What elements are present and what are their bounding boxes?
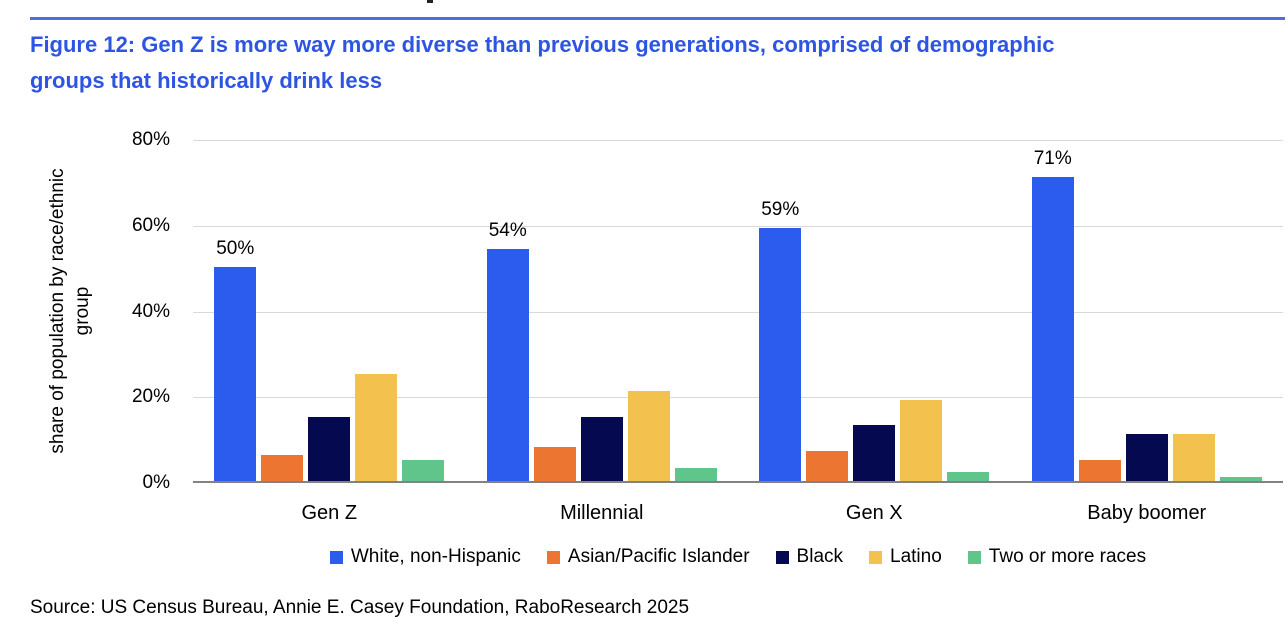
legend-swatch-icon bbox=[869, 550, 883, 564]
legend-item-Black: Black bbox=[775, 546, 844, 568]
legend-label: Black bbox=[796, 546, 844, 567]
bar-Millennial-White, non-Hispanic: 54% bbox=[486, 220, 529, 481]
gridline-60% bbox=[193, 225, 1283, 227]
x-axis-label-Gen Z: Gen Z bbox=[301, 502, 358, 524]
y-tick-label-60%: 60% bbox=[131, 214, 170, 236]
x-axis-labels: Gen Z Millennial Gen X Baby boomer bbox=[193, 502, 1283, 525]
bar-Gen X-Latino bbox=[900, 399, 943, 481]
gridline-80% bbox=[193, 140, 1283, 141]
legend-item-Asian/Pacific Islander: Asian/Pacific Islander bbox=[546, 546, 750, 568]
bar-value-label-Gen X: 59% bbox=[761, 199, 800, 221]
legend-label: White, non-Hispanic bbox=[350, 546, 521, 567]
legend-item-Latino: Latino bbox=[869, 546, 942, 568]
bar-group-Gen Z: 50% bbox=[193, 140, 466, 481]
legend-swatch-icon bbox=[775, 550, 789, 564]
bar-Millennial-Latino bbox=[627, 390, 670, 481]
bar-Baby boomer-Asian/Pacific Islander bbox=[1078, 459, 1121, 481]
bar-Gen Z-Latino bbox=[355, 373, 398, 481]
y-tick-label-80%: 80% bbox=[131, 129, 170, 150]
x-axis-label-Gen X: Gen X bbox=[845, 502, 903, 524]
bar-Gen X-Asian/Pacific Islander bbox=[806, 451, 849, 481]
legend-label: Two or more races bbox=[988, 546, 1147, 567]
divider-rule bbox=[30, 17, 1285, 20]
bar-Baby boomer-Black bbox=[1125, 433, 1168, 481]
bar-group-Gen X: 59% bbox=[738, 140, 1011, 481]
y-axis-ticks: 0% 20% 40% 60% 80% bbox=[60, 129, 170, 493]
bar-Gen Z-White, non-Hispanic: 50% bbox=[214, 238, 257, 481]
bar-value-label-Millennial: 54% bbox=[488, 220, 527, 242]
bar-value-label-Gen Z: 50% bbox=[216, 237, 255, 259]
bar-Millennial-Two or more races bbox=[674, 468, 717, 481]
plot-area: 50% 54% 59% 71% bbox=[193, 140, 1283, 483]
figure-title-line2: groups that historically drink less bbox=[30, 68, 383, 93]
y-tick-label-40%: 40% bbox=[131, 300, 170, 322]
bar-Millennial-Black bbox=[580, 416, 623, 481]
source-note: Source: US Census Bureau, Annie E. Casey… bbox=[30, 597, 690, 618]
figure-title-line1: Figure 12: Gen Z is more way more divers… bbox=[30, 32, 1055, 57]
x-axis-label-Millennial: Millennial bbox=[560, 502, 644, 524]
legend-swatch-icon bbox=[967, 550, 981, 564]
bar-Gen Z-Two or more races bbox=[402, 459, 445, 481]
y-tick-label-20%: 20% bbox=[131, 386, 170, 408]
legend-swatch-icon bbox=[546, 550, 560, 564]
bar-Millennial-Asian/Pacific Islander bbox=[533, 446, 576, 481]
legend-swatch-icon bbox=[329, 550, 343, 564]
x-axis-label-Baby boomer: Baby boomer bbox=[1087, 502, 1207, 524]
figure-title: Figure 12: Gen Z is more way more divers… bbox=[30, 27, 1270, 99]
cropped-text-fragment bbox=[427, 0, 433, 3]
bar-Gen X-Two or more races bbox=[947, 472, 990, 481]
bar-group-Baby boomer: 71% bbox=[1011, 140, 1284, 481]
gridline-40% bbox=[193, 311, 1283, 313]
legend-item-White, non-Hispanic: White, non-Hispanic bbox=[329, 546, 521, 568]
chart-legend: White, non-Hispanic Asian/Pacific Islande… bbox=[193, 546, 1283, 568]
bar-Baby boomer-White, non-Hispanic: 71% bbox=[1031, 148, 1074, 481]
bar-Baby boomer-Latino bbox=[1172, 433, 1215, 481]
bar-Gen Z-Black bbox=[308, 416, 351, 481]
y-tick-label-0%: 0% bbox=[142, 472, 170, 493]
bar-Gen X-Black bbox=[853, 425, 896, 481]
bar-value-label-Baby boomer: 71% bbox=[1033, 147, 1072, 169]
legend-label: Asian/Pacific Islander bbox=[567, 546, 750, 567]
gridline-20% bbox=[193, 397, 1283, 399]
bar-group-Millennial: 54% bbox=[466, 140, 739, 481]
legend-label: Latino bbox=[890, 546, 942, 567]
bar-Baby boomer-Two or more races bbox=[1219, 476, 1262, 481]
legend-item-Two or more races: Two or more races bbox=[967, 546, 1147, 568]
bar-Gen X-White, non-Hispanic: 59% bbox=[759, 199, 802, 481]
bar-Gen Z-Asian/Pacific Islander bbox=[261, 455, 304, 481]
